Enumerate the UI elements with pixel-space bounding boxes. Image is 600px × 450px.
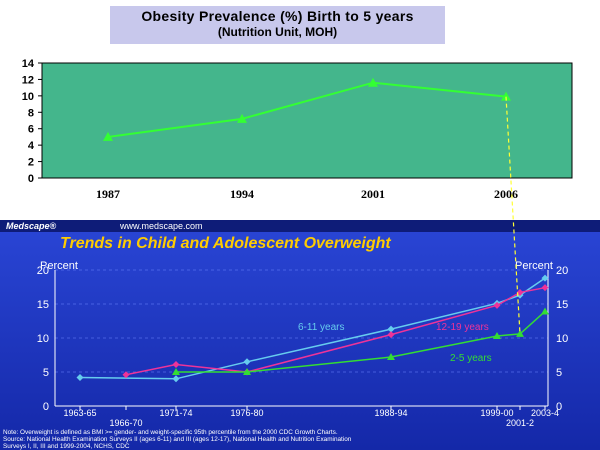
top-xtick-label: 1987 [96,187,120,201]
bottom-ytick-label-right: 20 [556,265,568,277]
bottom-data-point [541,307,549,315]
bottom-xtick-label: 1976-80 [230,408,263,418]
top-series-line [107,81,507,138]
top-ytick-label: 2 [28,157,34,169]
y-axis-label-left: Percent [40,260,78,272]
bottom-xtick-label: 1966-70 [109,418,142,428]
bottom-data-point [493,301,501,309]
footnote-line-1: Note: Overweight is defined as BMI >= ge… [3,429,338,436]
bottom-data-point [541,274,549,282]
top-ytick-label: 0 [28,173,34,185]
site-url: www.medscape.com [119,221,203,231]
top-data-point [103,131,113,141]
bottom-data-point [172,368,180,375]
top-ytick-label: 10 [22,91,34,103]
bottom-data-point [387,331,395,339]
top-xtick-label: 2001 [361,187,385,201]
bottom-xtick-label: 1963-65 [63,408,96,418]
footnote-line-2: Source: National Health Examination Surv… [3,436,352,443]
bottom-data-point [243,368,251,375]
top-ytick-label: 14 [22,58,35,70]
bottom-data-point [172,375,180,383]
top-chart-subtitle: (Nutrition Unit, MOH) [217,25,338,39]
top-ytick-label: 12 [22,74,34,86]
bottom-ytick-label-right: 0 [556,401,562,413]
bottom-data-point [243,358,251,366]
y-axis-label-right: Percent [515,260,553,272]
bottom-xtick-label: 1988-94 [374,408,407,418]
top-title-box: Obesity Prevalence (%) Birth to 5 years … [110,6,445,44]
bottom-data-point [387,325,395,333]
bottom-data-point [172,361,180,369]
top-plot-area [41,62,573,179]
top-data-point [237,113,247,123]
top-ytick-label: 8 [28,107,34,119]
bottom-xtick-label: 1999-00 [480,408,513,418]
bottom-header-bar [0,220,600,232]
top-chart-title: Obesity Prevalence (%) Birth to 5 years [141,8,414,24]
bottom-chart-title: Trends in Child and Adolescent Overweigh… [60,235,391,252]
bottom-ytick-label-right: 5 [556,367,562,379]
bottom-series-line [176,310,546,373]
bottom-data-point [541,284,549,292]
bottom-xtick-label: 2001-2 [506,418,534,428]
bottom-data-point [387,353,395,361]
bottom-ytick-label-left: 20 [37,265,49,277]
bottom-data-point [76,373,84,381]
bottom-series-label: 6-11 years [298,322,345,333]
top-ytick-label: 6 [28,124,34,136]
bottom-ytick-label-left: 15 [37,299,49,311]
top-obesity-chart: 0 2 4 6 8 10 12 14 1987 1994 2001 2006 [22,58,573,201]
bottom-ytick-label-right: 15 [556,299,568,311]
bottom-overweight-chart: Medscape® www.medscape.com Trends in Chi… [0,220,600,450]
bottom-ytick-label-left: 10 [37,333,49,345]
bottom-xtick-label: 1971-74 [159,408,192,418]
bottom-ytick-label-right: 10 [556,333,568,345]
brand-logo: Medscape® [6,221,57,231]
top-xtick-label: 2006 [494,187,518,201]
bottom-series-label: 2-5 years [450,353,492,364]
bottom-data-point [122,371,130,379]
bottom-data-point [493,331,501,339]
bottom-ytick-label-left: 0 [43,401,49,413]
footnote-line-3: Surveys I, II, III and 1999-2004, NCHS, … [3,443,130,450]
top-data-point [368,77,378,87]
top-xtick-label: 1994 [230,187,254,201]
bottom-ytick-label-left: 5 [43,367,49,379]
bottom-xtick-label: 2003-4 [531,408,559,418]
top-ytick-label: 4 [28,140,35,152]
bottom-series-label: 12-19 years [436,322,489,333]
